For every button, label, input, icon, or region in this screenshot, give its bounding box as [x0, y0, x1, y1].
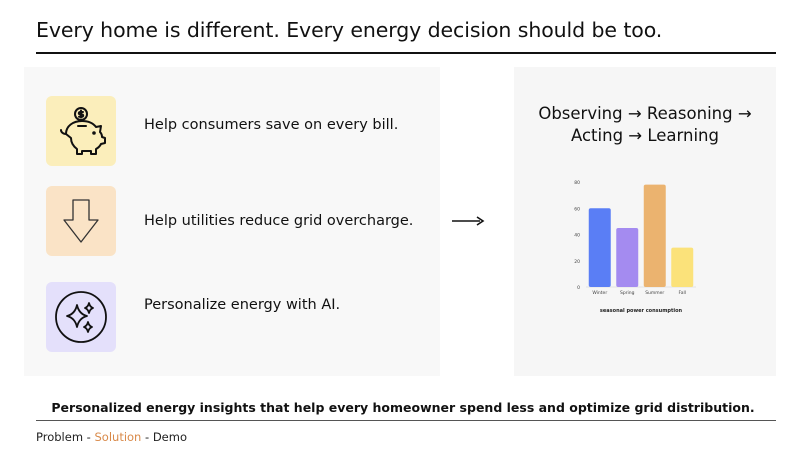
insight-panel: Observing → Reasoning → Acting → Learnin…: [514, 67, 776, 376]
y-tick-label: 0: [577, 285, 580, 291]
sparkles-icon: [46, 282, 116, 352]
bar-winter: [588, 208, 611, 287]
pipeline-line-1: Observing → Reasoning →: [538, 104, 752, 123]
nav-separator: -: [83, 430, 95, 444]
title-divider: [36, 52, 776, 54]
y-tick-label: 20: [574, 259, 580, 265]
x-tick-label: Fall: [679, 290, 686, 296]
x-tick-label: Winter: [592, 290, 607, 296]
right-arrow-icon: [452, 216, 485, 226]
features-panel: Help consumers save on every bill. Help …: [24, 67, 440, 376]
footer-statement: Personalized energy insights that help e…: [51, 400, 755, 415]
footer-divider: [36, 420, 776, 421]
x-tick-label: Spring: [620, 290, 635, 296]
bar-fall: [671, 247, 694, 287]
y-tick-label: 60: [574, 206, 580, 212]
feature-label-save: Help consumers save on every bill.: [144, 117, 399, 133]
nav-demo[interactable]: Demo: [152, 430, 187, 444]
feature-label-grid: Help utilities reduce grid overcharge.: [144, 213, 414, 229]
y-tick-label: 40: [574, 233, 580, 239]
slide-title: Every home is different. Every energy de…: [36, 18, 663, 42]
feature-label-ai: Personalize energy with AI.: [144, 297, 341, 313]
bar-summer: [643, 184, 666, 287]
nav-problem[interactable]: Problem: [36, 430, 84, 444]
down-arrow-icon: [46, 186, 116, 256]
piggy-bank-icon: [46, 96, 116, 166]
pipeline-line-2: Acting → Learning: [570, 126, 719, 145]
x-axis-title: seasonal power consumption: [600, 308, 683, 314]
nav-solution[interactable]: Solution: [94, 430, 142, 444]
section-nav: Problem - Solution - Demo: [36, 430, 187, 444]
y-tick-label: 80: [574, 180, 580, 186]
seasonal-consumption-chart: 0 20 40 60 80 Winter Spring Summer Fall seasonal …: [574, 180, 696, 314]
bar-spring: [616, 227, 639, 287]
nav-separator: -: [141, 430, 153, 444]
x-tick-label: Summer: [645, 290, 664, 296]
